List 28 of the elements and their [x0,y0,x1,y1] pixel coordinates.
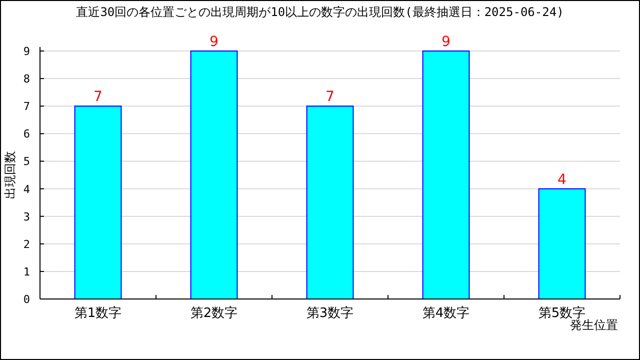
y-tick-label: 5 [23,155,30,168]
bar [190,50,238,300]
x-tick-label: 第5数字 [538,305,586,321]
y-tick-label: 0 [23,293,30,306]
bar [306,106,354,300]
bar [538,188,586,300]
data-label: 4 [558,172,567,188]
x-tick-label: 第4数字 [422,305,470,321]
y-tick-label: 8 [23,72,30,86]
data-label: 7 [326,89,334,106]
x-tick-label: 第2数字 [190,305,238,321]
y-tick-label: 4 [23,182,30,196]
bar [74,106,122,300]
x-tick-label: 第3数字 [306,305,354,321]
chart-title: 直近30回の各位置ごとの出現周期が10以上の数字の出現回数(最終抽選日：2025-06-24) [76,5,564,19]
y-tick-label: 7 [23,100,30,114]
data-label: 9 [442,34,450,50]
y-tick-label: 3 [23,210,30,224]
y-tick-label: 1 [23,265,30,278]
x-axis-title: 発生位置 [570,318,618,332]
data-label: 7 [94,89,102,106]
x-tick-label: 第1数字 [74,305,122,321]
y-tick-label: 2 [23,238,30,251]
y-tick-label: 9 [23,45,30,58]
data-label: 9 [210,34,218,50]
y-axis-title: 出現回数 [3,151,17,199]
y-tick-label: 6 [23,128,30,141]
bar [422,50,470,300]
